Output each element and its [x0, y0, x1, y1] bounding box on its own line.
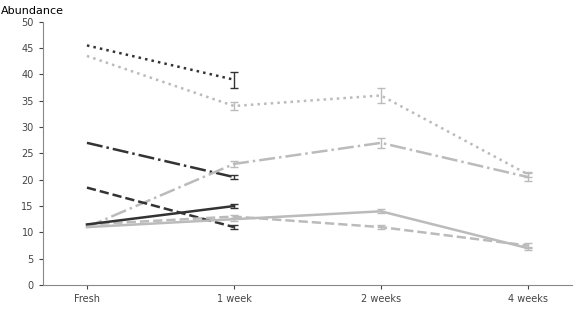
Text: Abundance: Abundance — [1, 7, 64, 16]
